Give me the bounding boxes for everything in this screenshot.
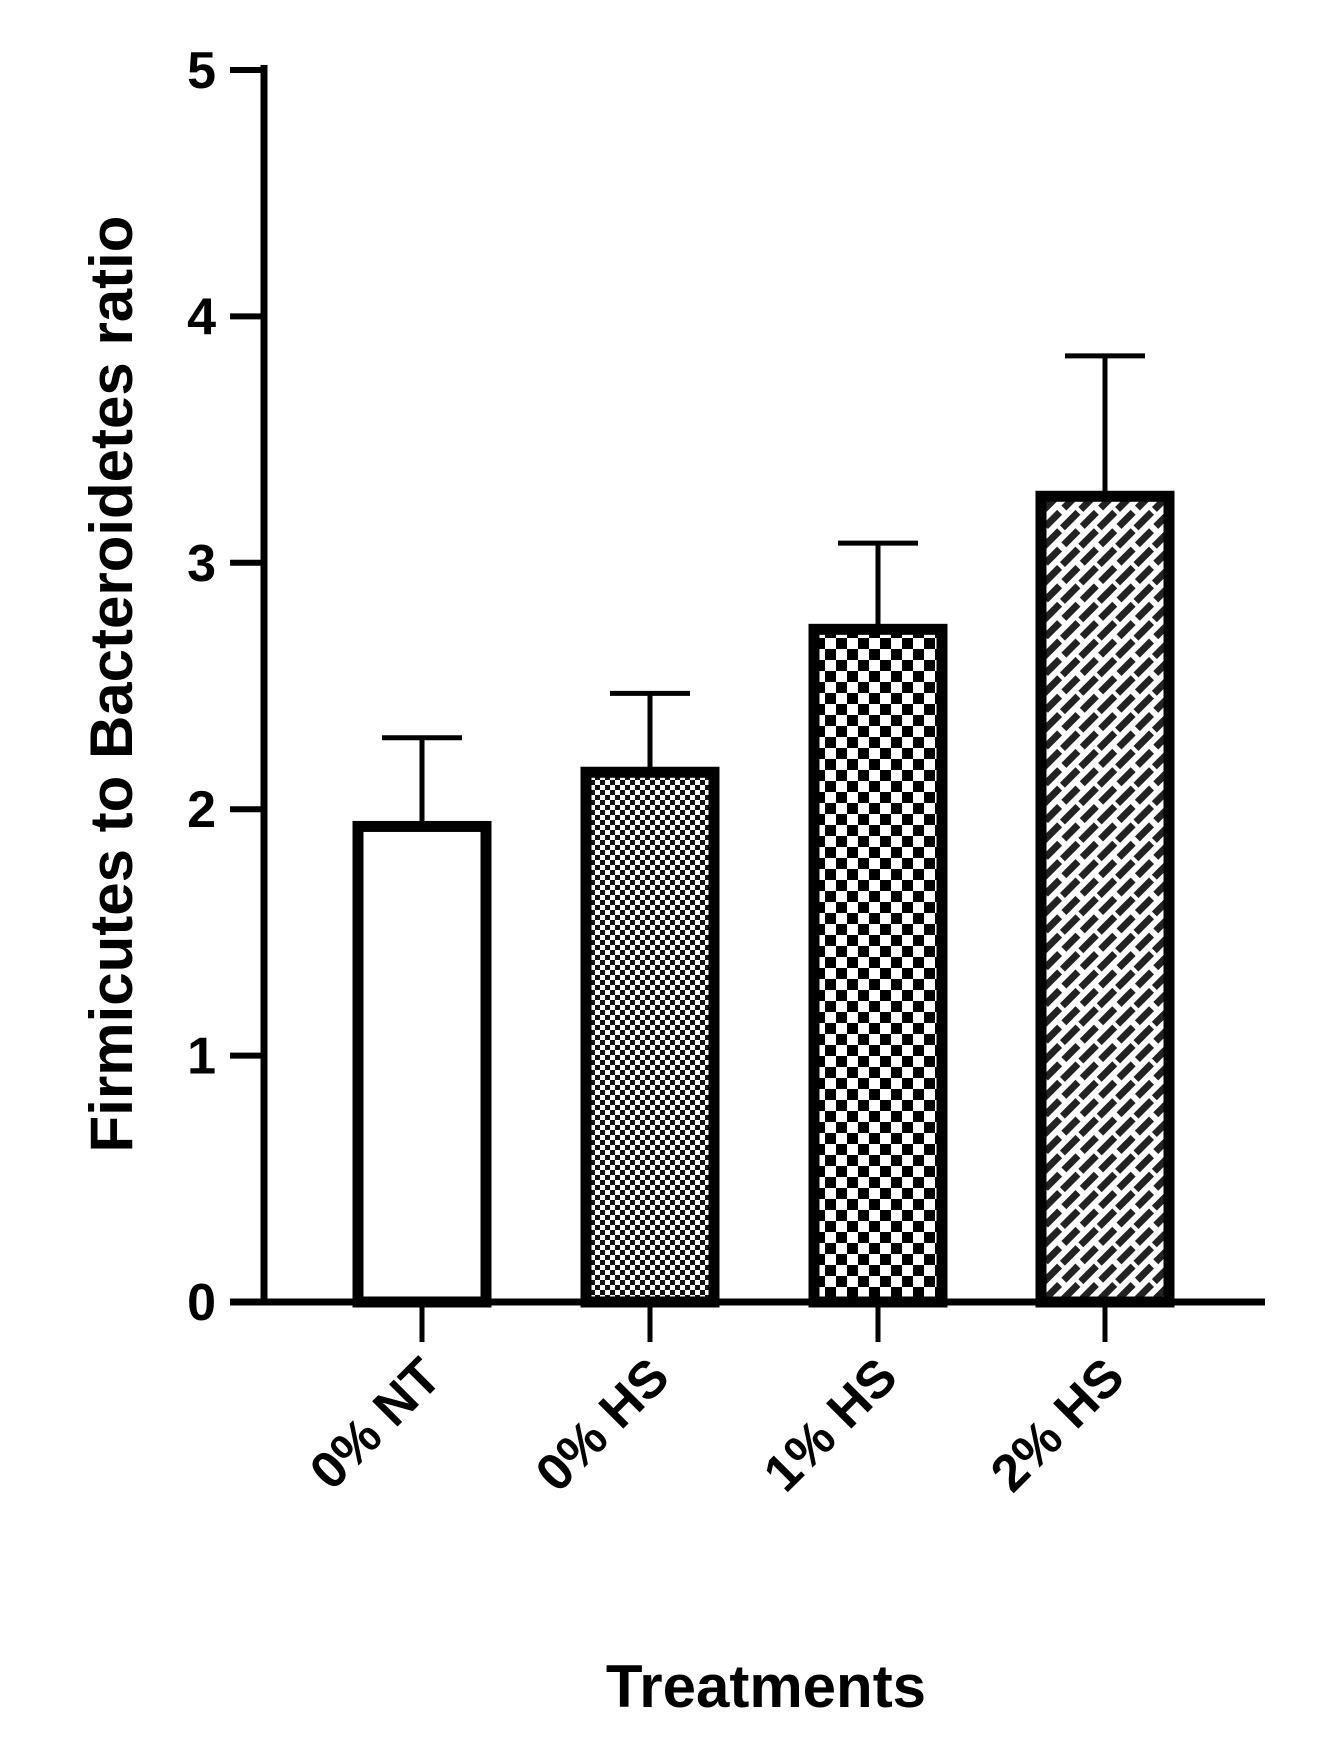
bars xyxy=(352,490,1175,1308)
y-axis: 0 1 2 3 4 5 xyxy=(187,42,268,1332)
x-axis-title: Treatments xyxy=(606,1653,926,1720)
x-tick-label: 1% HS xyxy=(753,1347,908,1502)
y-tick-label: 2 xyxy=(187,781,216,839)
bar-2-hs xyxy=(1035,490,1175,1308)
y-tick-label: 1 xyxy=(187,1028,216,1086)
x-tick-label: 2% HS xyxy=(980,1347,1135,1502)
x-axis: 0% NT 0% HS 1% HS 2% HS xyxy=(230,1298,1265,1503)
bar-0-hs xyxy=(580,766,720,1308)
x-tick-label: 0% HS xyxy=(525,1347,680,1502)
x-ticks: 0% NT 0% HS 1% HS 2% HS xyxy=(299,1302,1135,1503)
y-axis-title: Firmicutes to Bacteroidetes ratio xyxy=(78,216,145,1153)
y-ticks: 0 1 2 3 4 5 xyxy=(187,42,264,1332)
bar-1-hs xyxy=(808,623,948,1308)
bar-0-nt xyxy=(352,820,492,1308)
y-tick-label: 5 xyxy=(187,42,216,100)
y-tick-label: 4 xyxy=(187,288,216,346)
y-tick-label: 0 xyxy=(187,1274,216,1332)
x-tick-label: 0% NT xyxy=(299,1347,453,1501)
error-bars xyxy=(382,353,1145,822)
y-tick-label: 3 xyxy=(187,535,216,593)
